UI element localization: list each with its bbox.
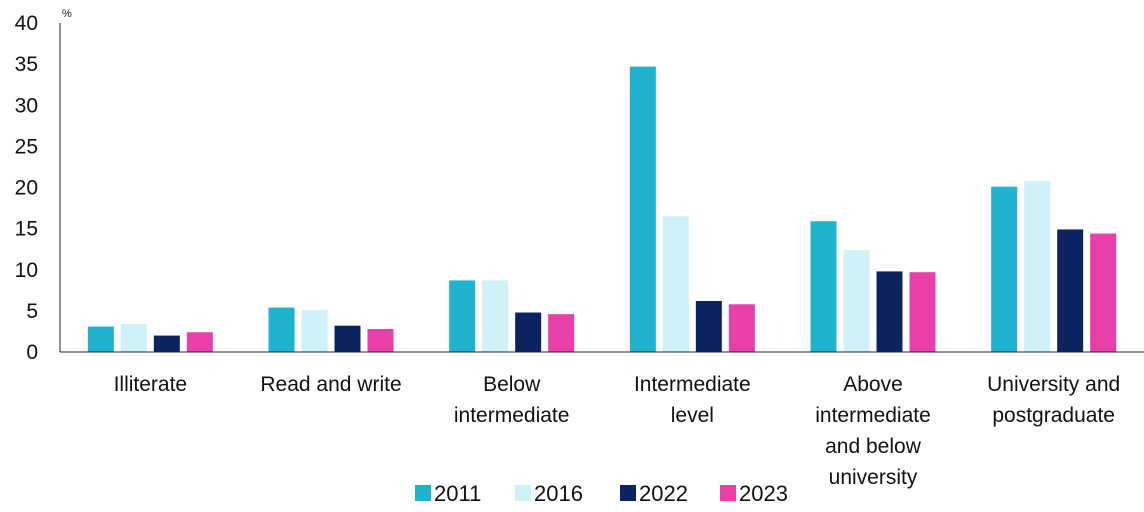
legend-swatch <box>720 485 736 501</box>
bar-2023 <box>909 272 936 352</box>
bar-2011 <box>629 66 656 352</box>
y-axis: 0 5 10 15 20 25 30 35 40 <box>15 12 61 364</box>
y-tick-label: 20 <box>15 177 38 200</box>
category-label: Below intermediate <box>454 373 570 427</box>
bar-2022 <box>1057 229 1084 352</box>
bar-2016 <box>120 324 147 352</box>
y-tick-label: 5 <box>26 300 38 323</box>
category-label: Above intermediate and below university <box>815 373 931 489</box>
category-label: University and postgraduate <box>987 373 1120 427</box>
legend-swatch <box>415 485 431 501</box>
bar-2023 <box>1090 233 1117 352</box>
bar-2016 <box>482 280 509 352</box>
y-tick-label: 25 <box>15 135 38 158</box>
legend-item-2016: 2016 <box>515 481 583 506</box>
bar-2011 <box>810 221 837 352</box>
bar-2023 <box>548 314 575 352</box>
bar-2022 <box>334 325 361 352</box>
y-tick-label: 10 <box>15 259 38 282</box>
legend-swatch <box>620 485 636 501</box>
bar-2022 <box>876 271 903 352</box>
y-tick-label: 35 <box>15 53 38 76</box>
legend: 2011 2016 2022 2023 <box>415 481 788 506</box>
category-labels: Illiterate Read and write Below intermediat… <box>114 373 1121 489</box>
legend-item-2011: 2011 <box>415 481 481 506</box>
y-unit-label: % <box>62 8 72 20</box>
bar-2011 <box>268 307 295 352</box>
bar-2016 <box>1024 180 1051 352</box>
bar-2011 <box>87 326 114 352</box>
bar-2023 <box>367 328 394 352</box>
category-label: Intermediate level <box>634 373 751 427</box>
y-tick-label: 40 <box>15 12 38 35</box>
legend-label: 2016 <box>534 481 583 506</box>
bar-2016 <box>843 250 870 352</box>
category-label: Illiterate <box>114 373 188 396</box>
bar-2023 <box>728 304 755 352</box>
legend-label: 2022 <box>639 481 688 506</box>
legend-item-2022: 2022 <box>620 481 688 506</box>
bars <box>87 66 1117 352</box>
y-tick-label: 0 <box>26 341 38 364</box>
bar-2022 <box>695 301 722 352</box>
bar-2011 <box>991 186 1018 352</box>
bar-2023 <box>186 332 213 352</box>
legend-label: 2023 <box>739 481 788 506</box>
y-tick-label: 30 <box>15 94 38 117</box>
legend-swatch <box>515 485 531 501</box>
y-tick-label: 15 <box>15 218 38 241</box>
legend-label: 2011 <box>434 481 481 506</box>
legend-item-2023: 2023 <box>720 481 788 506</box>
bar-2011 <box>449 280 476 352</box>
bar-2022 <box>153 335 180 352</box>
category-label: Read and write <box>260 373 401 396</box>
bar-2016 <box>301 310 328 352</box>
bar-2016 <box>662 216 689 352</box>
bar-2022 <box>515 312 542 352</box>
